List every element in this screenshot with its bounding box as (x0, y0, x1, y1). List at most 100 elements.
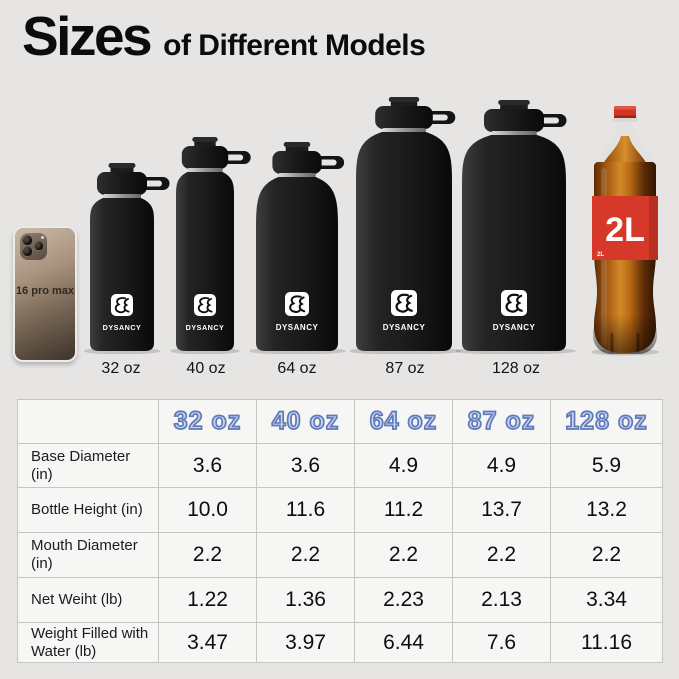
col-header-87oz: 87 oz (452, 399, 551, 444)
soda-lip-ring (612, 118, 638, 122)
spec-table: 32 oz 40 oz 64 oz 87 oz 128 oz Base Diam… (17, 399, 663, 663)
cell-value: 6.44 (354, 622, 453, 663)
cell-value: 3.47 (158, 622, 257, 663)
soda-bottle-2l: 2L 2L (591, 106, 659, 356)
bottle-body (176, 172, 234, 351)
lid-spout-top (388, 97, 420, 102)
cell-value: 2.13 (452, 577, 551, 623)
title-primary: Sizes (22, 5, 153, 67)
camera-lens-icon (22, 246, 33, 257)
bottle-caption-32oz: 32 oz (101, 360, 141, 377)
brand-logo-glyph-icon (114, 297, 130, 314)
soda-2l-text: 2L (605, 211, 645, 249)
soda-cap-edge (614, 115, 636, 118)
camera-lens-icon (22, 235, 33, 246)
cell-value: 2.2 (256, 532, 355, 578)
col-header-32oz: 32 oz (158, 399, 257, 444)
brand-logo-text: DYSANCY (493, 323, 536, 332)
cell-value: 13.7 (452, 487, 551, 533)
table-row: Mouth Diameter (in) 2.2 2.2 2.2 2.2 2.2 (17, 532, 663, 578)
cell-value: 2.2 (550, 532, 663, 578)
table-header-row: 32 oz 40 oz 64 oz 87 oz 128 oz (17, 399, 663, 444)
table-row: Bottle Height (in) 10.0 11.6 11.2 13.7 1… (17, 487, 663, 533)
bottle-body (462, 135, 566, 351)
neck-ring (103, 194, 141, 199)
product-lineup: 16 pro max DYSANCY DYSANCY DYSANCY DYSANCY D… (13, 97, 659, 377)
bottle-caption-40oz: 40 oz (186, 360, 226, 377)
soda-neck-cola (602, 136, 648, 166)
cell-value: 3.6 (158, 443, 257, 488)
cell-value: 3.34 (550, 577, 663, 623)
neck-ring (278, 173, 316, 178)
brand-logo-glyph-icon (197, 297, 213, 314)
cell-value: 4.9 (452, 443, 551, 488)
phone-label: 16 pro max (15, 285, 75, 297)
bottle-body (356, 132, 452, 351)
bottle-body (90, 198, 154, 351)
row-label-bottle-height: Bottle Height (in) (17, 487, 159, 533)
bottle-87oz: DYSANCY (350, 97, 462, 354)
neck-ring (187, 168, 223, 173)
cell-value: 2.23 (354, 577, 453, 623)
camera-flash-icon (41, 236, 44, 239)
brand-logo-glyph-icon (505, 293, 523, 313)
phone-16-pro-max: 16 pro max (13, 226, 77, 362)
camera-lens-icon (34, 241, 44, 251)
cell-value: 3.6 (256, 443, 355, 488)
cell-value: 3.97 (256, 622, 355, 663)
lid-spout-top (192, 137, 218, 142)
cell-value: 2.2 (354, 532, 453, 578)
lid-spout-top (283, 142, 311, 147)
col-header-64oz: 64 oz (354, 399, 453, 444)
table-corner-cell (17, 399, 159, 444)
lid-spout-top (108, 163, 136, 168)
brand-logo-text: DYSANCY (103, 323, 142, 332)
lid-cap (375, 106, 433, 129)
brand-logo-glyph-icon (289, 295, 306, 313)
row-label-base-diameter: Base Diameter (in) (17, 443, 159, 488)
cell-value: 1.36 (256, 577, 355, 623)
bottle-caption-64oz: 64 oz (277, 360, 317, 377)
soda-label-shade (649, 196, 658, 260)
row-label-filled-weight: Weight Filled with Water (lb) (17, 622, 159, 663)
neck-ring (491, 131, 537, 136)
bottle-caption-128oz: 128 oz (491, 360, 541, 377)
bottle-64oz: DYSANCY (250, 142, 347, 354)
brand-logo-glyph-icon (395, 293, 413, 313)
col-header-40oz: 40 oz (256, 399, 355, 444)
table-row: Weight Filled with Water (lb) 3.47 3.97 … (17, 622, 663, 663)
cell-value: 1.22 (158, 577, 257, 623)
brand-logo-text: DYSANCY (186, 323, 225, 332)
soda-label-band (592, 196, 658, 260)
row-label-net-weight: Net Weiht (lb) (17, 577, 159, 623)
cell-value: 7.6 (452, 622, 551, 663)
cell-value: 4.9 (354, 443, 453, 488)
cell-value: 11.16 (550, 622, 663, 663)
soda-cap-top (614, 106, 636, 110)
neck-ring (382, 128, 426, 133)
lid-cap (272, 151, 322, 174)
table-row: Base Diameter (in) 3.6 3.6 4.9 4.9 5.9 (17, 443, 663, 488)
page-title: Sizes of Different Models (22, 4, 426, 68)
phone-camera-module (20, 233, 47, 260)
title-secondary: of Different Models (163, 29, 426, 62)
bottle-caption-87oz: 87 oz (385, 360, 425, 377)
table-row: Net Weiht (lb) 1.22 1.36 2.23 2.13 3.34 (17, 577, 663, 623)
cell-value: 10.0 (158, 487, 257, 533)
cell-value: 5.9 (550, 443, 663, 488)
bottle-40oz: DYSANCY (170, 137, 251, 354)
col-header-128oz: 128 oz (550, 399, 663, 444)
bottle-body (256, 177, 338, 351)
brand-logo-text: DYSANCY (383, 323, 426, 332)
brand-logo-text: DYSANCY (276, 323, 319, 332)
soda-2l-small-text: 2L (597, 252, 604, 258)
cell-value: 2.2 (452, 532, 551, 578)
soda-base-shade (593, 314, 657, 354)
lid-cap (181, 146, 229, 169)
lid-cap (97, 172, 147, 195)
cell-value: 13.2 (550, 487, 663, 533)
row-label-mouth-diameter: Mouth Diameter (in) (17, 532, 159, 578)
cell-value: 11.6 (256, 487, 355, 533)
lid-spout-top (498, 100, 530, 105)
